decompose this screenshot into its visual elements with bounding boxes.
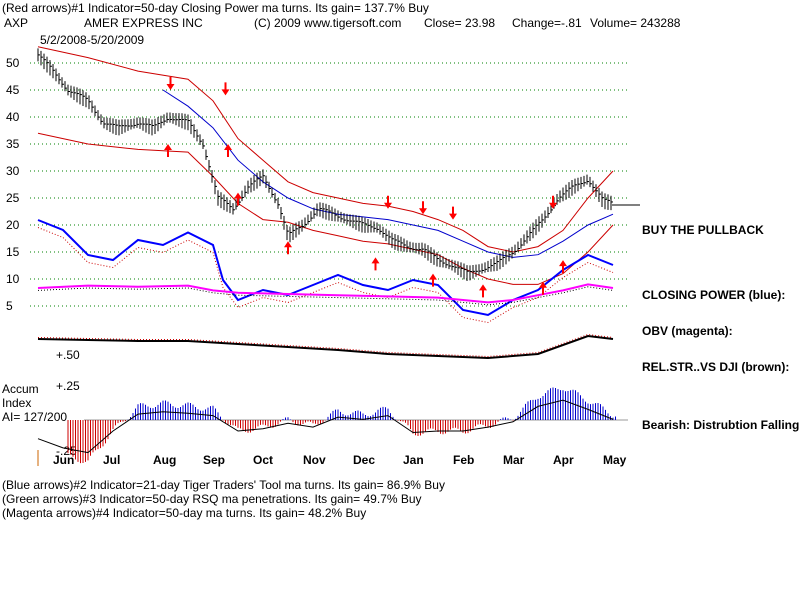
indicator-4-title: (Magenta arrows)#4 Indicator=50-day ma t… bbox=[2, 506, 367, 520]
x-tick-label: Apr bbox=[553, 453, 574, 467]
indicator-2-title: (Blue arrows)#2 Indicator=21-day Tiger T… bbox=[2, 478, 445, 492]
indicator-1-title: (Red arrows)#1 Indicator=50-day Closing … bbox=[2, 1, 429, 15]
indicator-3-title: (Green arrows)#3 Indicator=50-day RSQ ma… bbox=[2, 492, 422, 506]
x-tick-label: Nov bbox=[303, 453, 326, 467]
lower-band-line bbox=[37, 132, 614, 285]
buy-pullback-annotation: BUY THE PULLBACK bbox=[642, 223, 764, 237]
y-tick-label: 50 bbox=[6, 56, 20, 70]
x-tick-label: May bbox=[603, 453, 627, 467]
red-up-arrow bbox=[164, 144, 172, 157]
y-tick-label: 30 bbox=[6, 164, 20, 178]
red-up-arrow bbox=[429, 273, 437, 287]
x-tick-label: Oct bbox=[253, 453, 273, 467]
rel-str-level-label: +.50 bbox=[56, 348, 80, 362]
x-tick-label: Jul bbox=[103, 453, 120, 467]
x-tick-label: Sep bbox=[203, 453, 225, 467]
red-up-arrow bbox=[371, 257, 380, 271]
red-down-arrow bbox=[221, 82, 230, 96]
y-tick-label: 20 bbox=[6, 218, 20, 232]
obv-ma-line bbox=[37, 286, 614, 306]
x-tick-label: Mar bbox=[503, 453, 525, 467]
index-label: Index bbox=[2, 396, 32, 410]
y-tick-label: 15 bbox=[6, 245, 20, 259]
upper-band-line bbox=[37, 46, 614, 253]
rel-str-legend: REL.STR..VS DJI (brown): bbox=[642, 360, 790, 374]
y-tick-label: 5 bbox=[6, 299, 13, 313]
x-tick-label: Dec bbox=[353, 453, 375, 467]
x-tick-label: Aug bbox=[153, 453, 176, 467]
ma-50-line bbox=[162, 89, 614, 258]
accum-plus-level-label: +.25 bbox=[56, 379, 80, 393]
y-tick-label: 45 bbox=[6, 83, 20, 97]
red-down-arrow bbox=[549, 195, 557, 209]
ai-value: AI= 127/200 bbox=[2, 410, 68, 424]
accum-verdict: Bearish: Distrubtion Falling. bbox=[642, 418, 800, 432]
change-value: Change=-.81 bbox=[512, 16, 582, 30]
y-tick-label: 25 bbox=[6, 191, 20, 205]
red-down-arrow bbox=[384, 195, 392, 209]
accum-ma-line bbox=[37, 399, 614, 454]
x-tick-label: Jun bbox=[53, 453, 74, 467]
copyright-text: (C) 2009 www.tigersoft.com bbox=[254, 16, 402, 30]
obv-legend: OBV (magenta): bbox=[642, 324, 733, 338]
date-range: 5/2/2008-5/20/2009 bbox=[40, 33, 145, 47]
y-tick-label: 10 bbox=[6, 272, 20, 286]
red-up-arrow bbox=[479, 284, 487, 298]
closing-power-legend: CLOSING POWER (blue): bbox=[642, 288, 786, 302]
x-tick-label: Feb bbox=[453, 453, 474, 467]
company-name: AMER EXPRESS INC bbox=[84, 16, 203, 30]
red-down-arrow bbox=[419, 201, 427, 215]
close-value: Close= 23.98 bbox=[424, 16, 496, 30]
red-down-arrow bbox=[449, 206, 457, 220]
rel-str-line bbox=[37, 334, 614, 360]
red-up-arrow bbox=[559, 260, 567, 274]
red-up-arrow bbox=[224, 144, 232, 157]
red-up-arrow bbox=[539, 281, 547, 295]
obv-line bbox=[37, 283, 614, 304]
rel-str-ma-line bbox=[37, 333, 614, 358]
y-tick-label: 35 bbox=[6, 137, 20, 151]
volume-value: Volume= 243288 bbox=[590, 16, 681, 30]
symbol-label: AXP bbox=[4, 16, 29, 30]
accum-label: Accum bbox=[2, 382, 39, 396]
y-tick-label: 40 bbox=[6, 110, 20, 124]
red-up-arrow bbox=[284, 241, 292, 255]
red-down-arrow bbox=[166, 77, 175, 90]
red-up-arrow bbox=[234, 192, 242, 206]
x-tick-label: Jan bbox=[403, 453, 424, 467]
